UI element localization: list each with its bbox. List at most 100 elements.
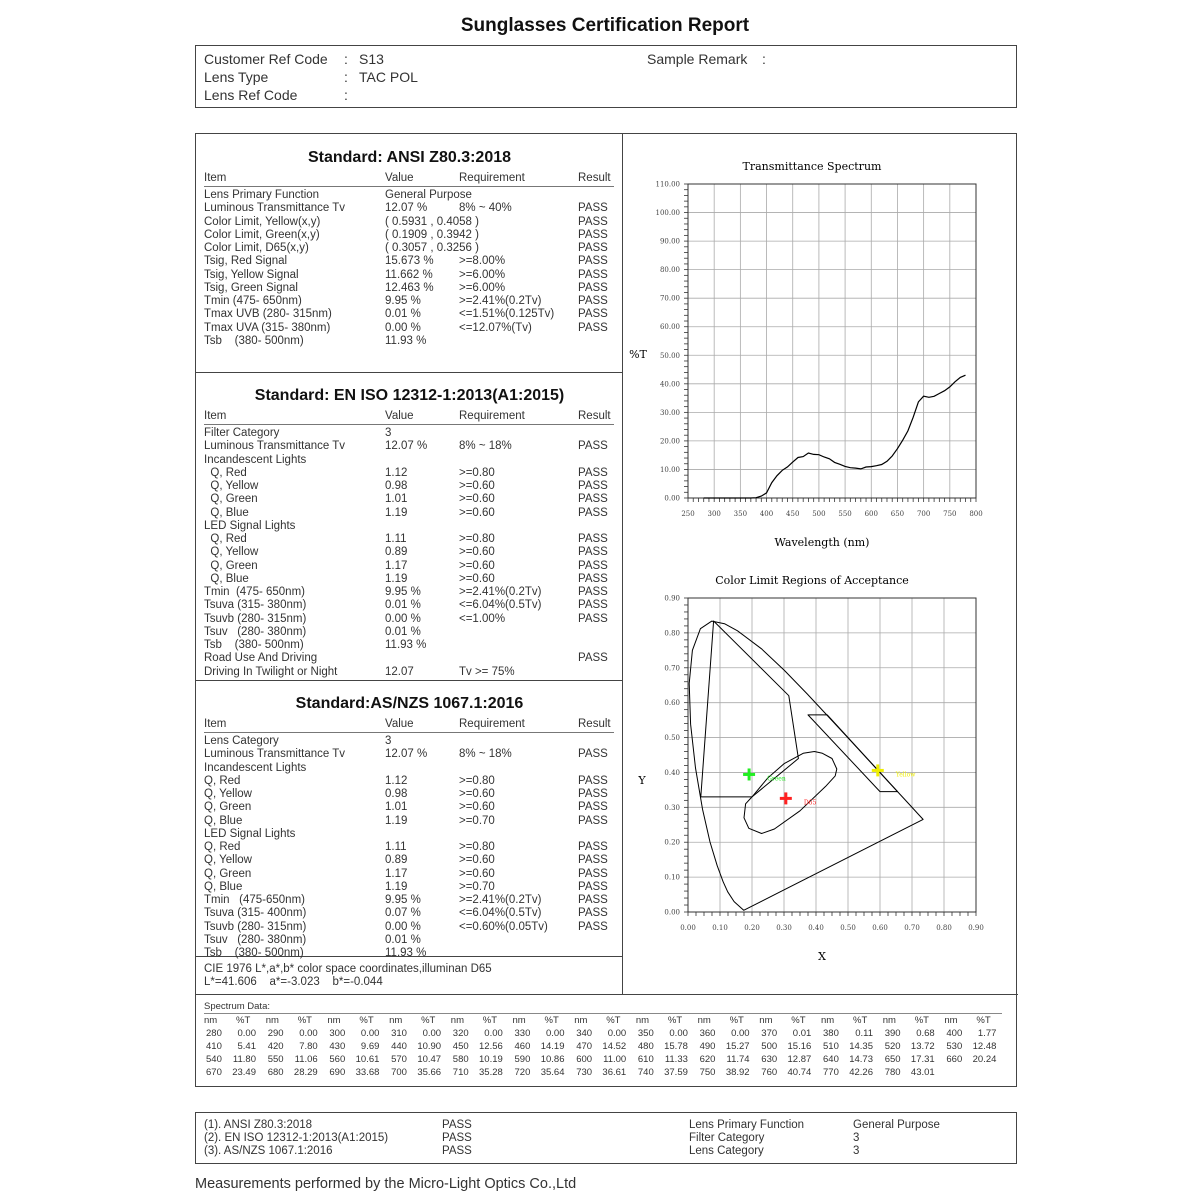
item-cell: Color Limit, D65(x,y) (204, 242, 309, 254)
x-tick-label: 650 (891, 510, 904, 518)
t-cell: 0.68 (916, 1028, 935, 1039)
green-region (700, 620, 799, 798)
table-row: Tsig, Green Signal 12.463 % >=6.00% PASS (204, 282, 614, 295)
requirement-cell: >=0.80 (459, 841, 495, 853)
item-cell: LED Signal Lights (204, 519, 296, 532)
nm-header: nm (327, 1015, 341, 1026)
t-cell: 14.19 (540, 1041, 565, 1052)
nm-cell: 380 (823, 1028, 839, 1039)
lens-type-value: TAC POL (359, 69, 418, 85)
d65-region (743, 751, 838, 834)
requirement-cell: <=6.04%(0.5Tv) (459, 599, 542, 612)
result-cell: PASS (578, 242, 608, 254)
t-cell: 10.61 (355, 1054, 380, 1065)
requirement-cell: >=0.60 (459, 854, 495, 867)
requirement-cell: >=0.80 (459, 533, 495, 545)
requirement-cell: >=8.00% (459, 255, 506, 268)
nm-cell: 640 (823, 1054, 839, 1065)
item-cell: Luminous Transmittance Tv (204, 440, 346, 453)
t-header: %T (976, 1015, 991, 1026)
x-axis-label: X (818, 950, 826, 963)
t-cell: 11.00 (603, 1054, 627, 1065)
t-cell: 11.06 (294, 1054, 318, 1065)
value-cell: 0.00 % (385, 321, 421, 334)
nm-header: nm (882, 1015, 896, 1026)
y-tick-label: 40.00 (660, 380, 680, 388)
nm-header: nm (635, 1015, 650, 1026)
table-row: Luminous Transmittance Tv 12.07 % 8% ~ 18%… (204, 440, 614, 453)
y-tick-label: 90.00 (660, 238, 680, 246)
y-tick-label: 80.00 (660, 266, 680, 274)
marker-label: Yellow (895, 771, 916, 778)
result-cell: PASS (578, 854, 608, 867)
t-cell: 35.66 (417, 1067, 442, 1078)
result-cell: PASS (578, 841, 608, 853)
marker-yellow (871, 764, 884, 777)
t-header: %T (544, 1015, 559, 1026)
nm-cell: 630 (761, 1054, 778, 1065)
t-header: %T (914, 1015, 929, 1026)
t-cell: 28.29 (293, 1067, 318, 1078)
summary-cell: (1). ANSI Z80.3:2018 (204, 1119, 313, 1131)
requirement-cell: >=6.00% (459, 281, 506, 294)
summary-cell: Lens Primary Function (689, 1119, 805, 1131)
value-cell: 0.98 (385, 788, 408, 800)
t-cell: 5.41 (237, 1041, 257, 1052)
value-cell: 0.89 (385, 854, 408, 867)
t-cell: 15.16 (787, 1041, 812, 1052)
requirement-cell: <=1.51%(0.125Tv) (459, 308, 555, 321)
item-cell: Luminous Transmittance Tv (204, 202, 346, 215)
table-row: Tsuv (280- 380nm) 0.01 % (204, 934, 614, 947)
x-tick-label: 500 (812, 510, 825, 518)
result-cell: PASS (578, 215, 608, 228)
column-header: Item (204, 410, 227, 422)
y-tick-label: 20.00 (660, 437, 680, 445)
value-cell: 1.17 (385, 559, 408, 572)
t-header: %T (853, 1015, 868, 1026)
requirement-cell: 8% ~ 18% (459, 748, 512, 761)
value-cell: 11.662 % (385, 268, 433, 281)
nm-cell: 470 (576, 1041, 593, 1052)
value-cell: 1.19 (385, 506, 408, 519)
value-cell: 12.07 % (385, 440, 428, 453)
colon: : (344, 51, 348, 67)
nm-cell: 370 (761, 1028, 778, 1039)
item-cell: Color Limit, Green(x,y) (204, 228, 320, 241)
t-header: %T (297, 1015, 312, 1026)
nm-cell: 570 (391, 1054, 407, 1065)
value-cell: 0.98 (385, 480, 408, 492)
table-row: Tmin (475- 650nm) 9.95 % >=2.41%(0.2Tv) PAS… (204, 295, 614, 308)
item-cell: Tsb (380- 500nm) (204, 947, 304, 959)
requirement-cell: <=1.00% (459, 612, 506, 625)
table-row: Tmax UVB (280- 315nm) 0.01 % <=1.51%(0.125… (204, 308, 614, 321)
nm-cell: 540 (206, 1054, 222, 1065)
table-row: Q, Blue 1.19 >=0.60 PASS (204, 573, 614, 586)
nm-header: nm (450, 1015, 464, 1026)
t-cell: 12.48 (972, 1041, 997, 1052)
table-row: Q, Yellow 0.98 >=0.60 PASS (204, 480, 614, 493)
y-tick-label: 50.00 (660, 352, 680, 360)
item-cell: Incandescent Lights (204, 453, 307, 466)
summary-cell: PASS (442, 1145, 472, 1157)
nm-header: nm (944, 1015, 958, 1026)
nm-cell: 680 (267, 1067, 284, 1078)
item-cell: Tsuv (280- 380nm) (204, 625, 307, 638)
value-cell: 1.11 (385, 841, 407, 853)
result-cell: PASS (578, 894, 608, 906)
nm-header: nm (265, 1015, 279, 1026)
t-cell: 11.74 (726, 1054, 750, 1065)
t-header: %T (791, 1015, 806, 1026)
sample-remark-label: Sample Remark (647, 51, 748, 67)
item-cell: Tsb (380- 500nm) (204, 334, 304, 347)
item-cell: Q, Blue (204, 506, 249, 519)
section-title: Standard:AS/NZS 1067.1:2016 (295, 695, 524, 712)
marker-label: D65 (804, 799, 817, 806)
t-cell: 20.24 (972, 1054, 997, 1065)
nm-cell: 400 (946, 1028, 963, 1039)
table-row: Q, Green 1.17 >=0.60 PASS (204, 560, 614, 573)
item-cell: Q, Blue (204, 880, 243, 893)
colon: : (344, 87, 348, 103)
t-cell: 12.56 (479, 1041, 503, 1052)
x-tick-label: 450 (786, 510, 799, 518)
x-tick-label: 400 (760, 510, 773, 518)
